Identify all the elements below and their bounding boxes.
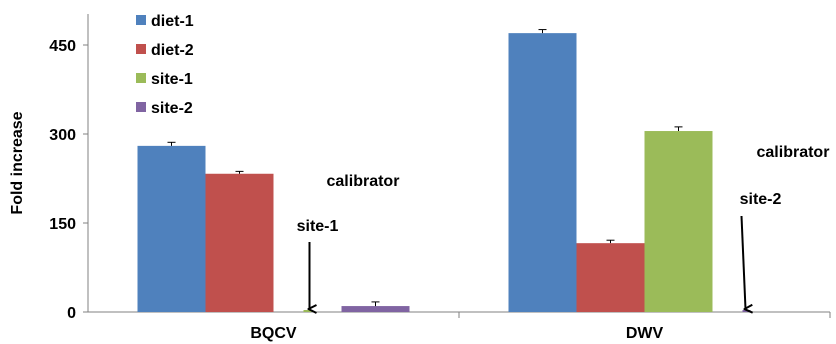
legend-label-site-2: site-2 (151, 100, 193, 117)
annotation-calibrator-bqcv: calibrator (327, 173, 400, 190)
labels: 0 150 300 450 Fold increase BQCV DWV (9, 38, 663, 342)
legend-swatch-diet-2 (136, 44, 146, 54)
category-label: BQCV (250, 325, 297, 342)
y-tick-label: 150 (49, 216, 76, 233)
bar-diet-2-DWV (576, 243, 645, 312)
legend-label-diet-1: diet-1 (151, 13, 194, 30)
annotation-site-1-bqcv: site-1 (297, 218, 339, 235)
y-axis-title: Fold increase (9, 111, 26, 214)
bar-diet-2-BQCV (205, 173, 274, 312)
legend-label-diet-2: diet-2 (151, 42, 194, 59)
annotations: calibrator site-1 calibrator site-2 (297, 144, 830, 309)
bar-site-1-DWV (644, 131, 713, 312)
y-tick-label: 300 (49, 127, 76, 144)
annotation-arrow-site-2 (740, 215, 746, 309)
annotation-site-2-dwv: site-2 (740, 191, 782, 208)
bar-diet-1-DWV (508, 33, 577, 313)
legend-label-site-1: site-1 (151, 71, 193, 88)
legend-swatch-site-1 (136, 73, 146, 83)
legend-swatch-site-2 (136, 102, 146, 112)
annotation-calibrator-dwv: calibrator (757, 144, 830, 161)
category-label: DWV (626, 325, 664, 342)
bar-site-2-BQCV (341, 306, 410, 312)
bars (137, 29, 751, 313)
legend: diet-1 diet-2 site-1 site-2 (136, 13, 194, 117)
y-tick-label: 0 (67, 305, 76, 322)
bar-diet-1-BQCV (137, 145, 206, 312)
y-tick-label: 450 (49, 38, 76, 55)
legend-swatch-diet-1 (136, 15, 146, 25)
